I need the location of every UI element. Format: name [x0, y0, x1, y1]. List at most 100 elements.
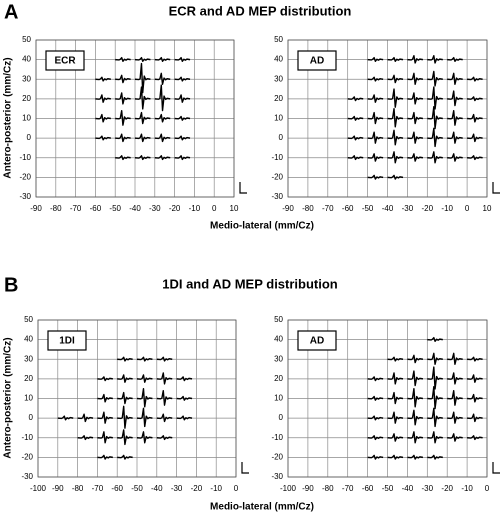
mep-trace	[115, 92, 131, 105]
mep-trace	[387, 174, 404, 180]
y-tick-label: 50	[24, 315, 33, 324]
mep-trace	[95, 113, 111, 123]
mep-trace	[97, 431, 113, 444]
x-tick-label: -50	[109, 204, 121, 213]
mep-trace	[467, 155, 483, 161]
mep-trace	[117, 405, 133, 429]
mep-trace	[447, 109, 463, 126]
mep-trace	[407, 92, 424, 105]
mep-trace	[467, 374, 483, 383]
mep-trace	[115, 56, 131, 62]
x-tick-label: -40	[402, 484, 414, 493]
plot-frame	[35, 39, 235, 198]
x-tick-label: -20	[169, 204, 181, 213]
mep-trace	[447, 72, 463, 85]
scale-bar	[241, 462, 249, 474]
mep-trace	[117, 374, 133, 383]
mep-trace	[367, 131, 384, 144]
x-tick-label: -10	[441, 204, 453, 213]
mep-trace	[427, 151, 443, 164]
plot-frame	[287, 319, 488, 478]
x-tick-label: -80	[302, 204, 314, 213]
y-tick-label: -30	[271, 192, 283, 201]
mep-trace	[387, 372, 404, 385]
mep-trace	[407, 55, 424, 64]
mep-trace	[447, 352, 463, 365]
mep-trace	[117, 356, 133, 362]
x-tick-label: -40	[382, 204, 394, 213]
y-tick-label: 20	[24, 374, 33, 383]
mep-trace	[427, 127, 443, 148]
y-tick-label: 10	[274, 394, 283, 403]
y-tick-label: 0	[279, 413, 284, 422]
x-tick-label: 0	[234, 484, 239, 493]
mep-trace	[447, 411, 463, 424]
y-tick-label: -20	[271, 452, 283, 461]
mep-trace	[154, 56, 171, 62]
mep-trace	[427, 106, 443, 130]
mep-trace	[467, 113, 483, 123]
mep-trace	[97, 393, 113, 403]
y-tick-label: 40	[274, 335, 283, 344]
mep-trace	[467, 76, 483, 82]
mep-trace	[134, 56, 151, 62]
y-tick-label: -10	[21, 433, 33, 442]
mep-trace	[467, 356, 483, 362]
mep-trace	[117, 391, 133, 405]
mep-trace	[367, 56, 384, 62]
mep-trace	[387, 411, 404, 424]
mep-trace	[136, 374, 153, 383]
y-tick-label: 10	[22, 114, 31, 123]
x-axis-label: Medio-lateral (mm/Cz)	[210, 221, 314, 232]
mep-trace	[427, 407, 443, 428]
mep-trace	[347, 135, 364, 141]
mep-trace	[134, 62, 151, 94]
x-tick-label: -100	[280, 484, 297, 493]
panel-label-box	[297, 330, 337, 351]
y-tick-label: -20	[19, 172, 31, 181]
x-tick-label: -70	[322, 204, 334, 213]
x-tick-label: -30	[149, 204, 161, 213]
section-letter: A	[4, 1, 18, 23]
scale-bar	[492, 462, 500, 474]
mep-trace	[447, 389, 463, 406]
mep-trace	[427, 336, 443, 342]
y-tick-label: 50	[22, 35, 31, 44]
x-tick-label: 0	[212, 204, 217, 213]
mep-trace	[407, 387, 424, 408]
y-tick-label: 0	[27, 133, 32, 142]
x-tick-label: -30	[422, 484, 434, 493]
mep-trace	[156, 389, 173, 406]
mep-trace	[407, 72, 424, 85]
x-tick-label: -70	[92, 484, 104, 493]
mep-trace	[427, 386, 443, 410]
mep-trace	[97, 376, 113, 382]
mep-trace	[367, 376, 384, 382]
mep-trace	[134, 155, 151, 161]
mep-trace	[367, 454, 384, 460]
y-tick-label: 50	[274, 315, 283, 324]
panel-label-box	[47, 330, 87, 351]
mep-trace	[467, 435, 483, 441]
mep-trace	[117, 429, 133, 446]
x-tick-label: 10	[230, 204, 239, 213]
x-tick-label: -30	[171, 484, 183, 493]
mep-trace	[156, 372, 173, 385]
mep-trace	[387, 151, 404, 164]
y-tick-label: 40	[274, 55, 283, 64]
mep-trace	[156, 435, 173, 441]
x-tick-label: -10	[210, 484, 222, 493]
mep-trace	[136, 431, 153, 444]
mep-trace	[347, 155, 364, 161]
mep-trace	[447, 433, 463, 442]
mep-trace	[427, 366, 443, 390]
y-tick-label: -30	[21, 472, 33, 481]
x-tick-label: -90	[282, 204, 294, 213]
mep-trace	[174, 94, 191, 103]
mep-trace	[387, 433, 404, 442]
mep-trace	[77, 435, 94, 441]
mep-trace	[387, 107, 404, 128]
mep-trace	[387, 88, 404, 108]
y-axis-label: Antero-posterior (mm/Cz)	[3, 337, 14, 458]
y-tick-label: 20	[22, 94, 31, 103]
